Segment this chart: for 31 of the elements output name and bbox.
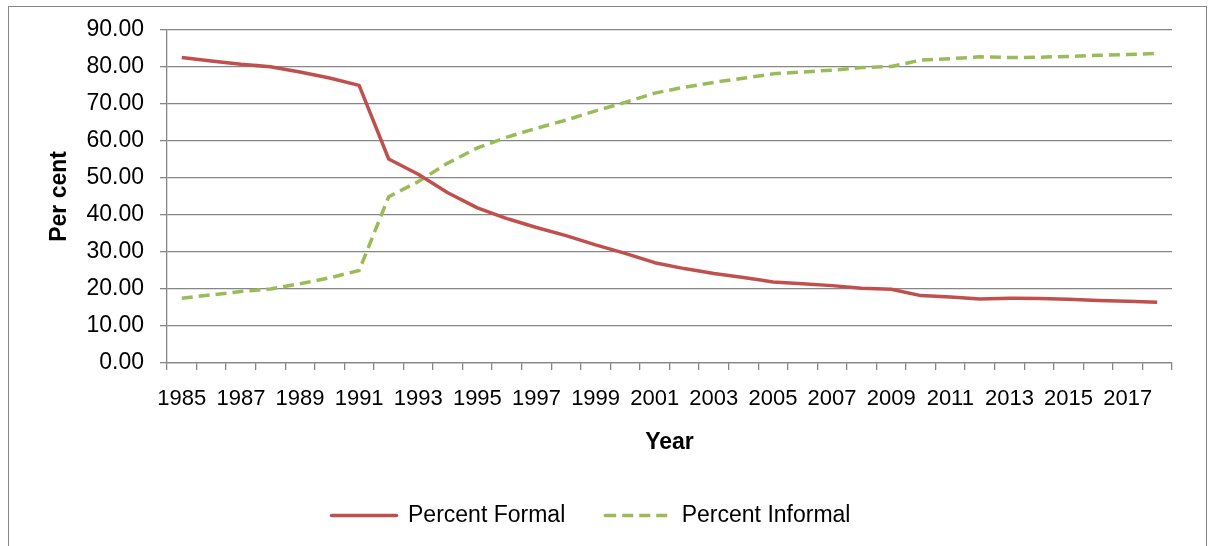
x-tick-label: 1989 [275,385,325,411]
x-tick-label: 2005 [748,385,798,411]
y-tick-label: 30.00 [86,237,144,264]
x-tick-label: 2009 [866,385,916,411]
x-tick-label: 1993 [393,385,443,411]
y-tick-label: 40.00 [86,200,144,227]
x-tick-label: 1995 [452,385,502,411]
legend-label: Percent Formal [408,500,566,527]
x-tick-label: 2013 [984,385,1034,411]
y-tick-label: 20.00 [86,274,144,301]
x-tick-label: 1997 [512,385,561,411]
y-tick-label: 60.00 [86,126,144,153]
y-axis-title: Per cent [45,150,72,242]
y-tick-label: 0.00 [99,348,144,375]
x-tick-label: 1991 [334,385,384,411]
y-tick-label: 70.00 [86,89,144,116]
x-tick-label: 1985 [157,385,207,411]
y-tick-label: 90.00 [86,15,144,42]
legend-label: Percent Informal [681,500,851,527]
y-tick-label: 80.00 [86,52,144,79]
y-tick-label: 10.00 [86,311,144,338]
x-tick-label: 2007 [807,385,857,411]
x-axis-title: Year [645,427,694,454]
x-tick-label: 2001 [630,385,680,411]
x-tick-label: 2011 [926,385,974,411]
y-tick-label: 50.00 [86,163,144,190]
x-tick-label: 2015 [1044,385,1094,411]
x-tick-label: 1987 [216,385,266,411]
x-tick-label: 2017 [1103,385,1153,411]
x-tick-label: 1999 [571,385,621,411]
x-tick-label: 2003 [689,385,739,411]
